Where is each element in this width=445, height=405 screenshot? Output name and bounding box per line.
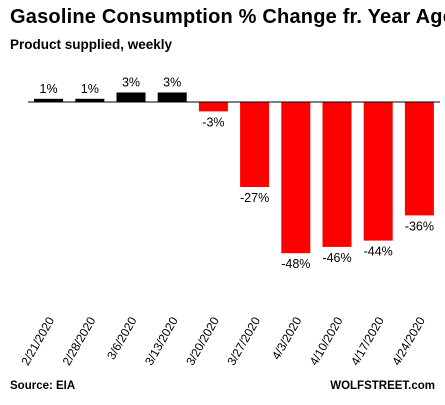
data-label: -36% xyxy=(405,219,434,233)
x-tick-label: 3/6/2020 xyxy=(104,314,140,362)
x-tick-label: 2/28/2020 xyxy=(60,314,99,368)
credit-note: WOLFSTREET.com xyxy=(330,380,435,392)
bar-3/13/2020 xyxy=(157,92,187,102)
data-label: -27% xyxy=(240,191,269,205)
bars-group xyxy=(34,92,434,254)
x-tick-label: 3/27/2020 xyxy=(224,314,263,368)
bar-3/20/2020 xyxy=(198,102,228,112)
x-tick-label: 2/21/2020 xyxy=(18,314,57,368)
data-label: 3% xyxy=(122,76,140,90)
bar-4/24/2020 xyxy=(404,102,434,216)
data-label: 3% xyxy=(163,76,181,90)
bar-4/17/2020 xyxy=(363,102,393,241)
chart-title: Gasoline Consumption % Change fr. Year A… xyxy=(10,6,445,28)
data-labels-group: 1% 1% 3% 3% -3% -27% -48% -46% -44% -36% xyxy=(40,76,434,272)
x-tick-labels-group: 2/21/2020 2/28/2020 3/6/2020 3/13/2020 3/20/… xyxy=(18,314,428,368)
data-label: 1% xyxy=(40,82,58,96)
chart-subtitle: Product supplied, weekly xyxy=(10,37,173,52)
data-label: -3% xyxy=(202,116,224,130)
x-tick-label: 3/13/2020 xyxy=(142,314,181,368)
data-label: -48% xyxy=(281,257,310,271)
bar-2/21/2020 xyxy=(34,98,64,102)
x-tick-label: 4/17/2020 xyxy=(348,314,387,368)
bar-4/3/2020 xyxy=(281,102,311,254)
x-tick-label: 4/24/2020 xyxy=(389,314,428,368)
data-label: 1% xyxy=(81,82,99,96)
bar-2/28/2020 xyxy=(75,98,105,102)
x-tick-label: 3/20/2020 xyxy=(183,314,222,368)
x-tick-label: 4/3/2020 xyxy=(269,314,305,362)
x-tick-label: 4/10/2020 xyxy=(307,314,346,368)
bar-4/10/2020 xyxy=(322,102,352,247)
data-label: -44% xyxy=(364,245,393,259)
data-label: -46% xyxy=(322,251,351,265)
source-note: Source: EIA xyxy=(10,380,76,392)
bar-3/27/2020 xyxy=(240,102,270,187)
bar-3/6/2020 xyxy=(116,92,146,102)
